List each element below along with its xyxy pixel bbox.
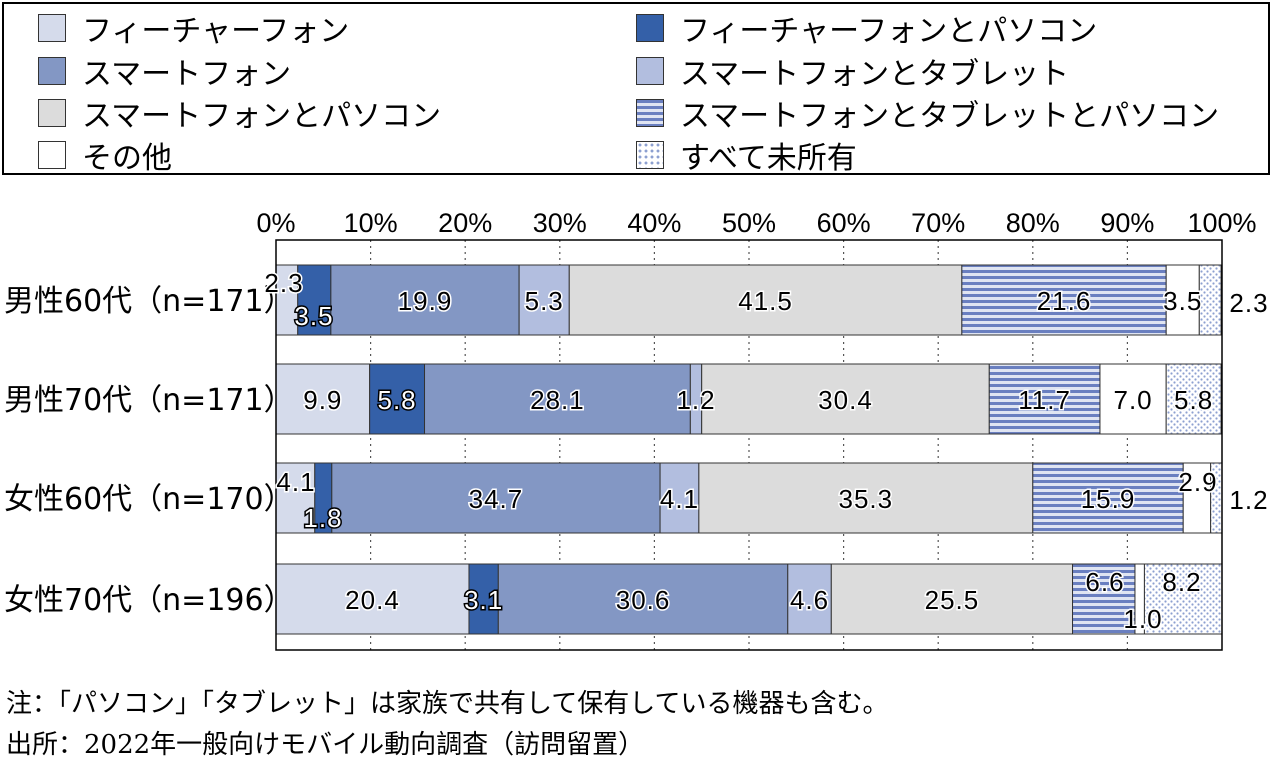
legend-swatch xyxy=(38,14,66,42)
bar-segment xyxy=(1165,363,1222,435)
legend-item-none: すべて未所有 xyxy=(636,137,857,176)
bar-segment xyxy=(701,363,990,435)
legend-label: フィーチャーフォンとパソコン xyxy=(680,14,1098,49)
data-label: 30.4 xyxy=(818,385,873,415)
data-label: 5.3 xyxy=(525,286,564,316)
category-label: 女性70代（n=196） xyxy=(4,583,294,618)
legend-item-smartphone-tablet: スマートフォンとタブレット xyxy=(636,53,1069,92)
x-tick-label: 30% xyxy=(533,208,587,238)
category-label: 女性60代（n=170） xyxy=(4,482,294,517)
data-label: 20.4 xyxy=(345,585,400,615)
stacked-bar-chart: 0% 10% 20% 30% 40% 50% 60% 70% 80% 90% 100% 男性60代（n… xyxy=(4,208,1269,651)
legend-label: スマートフォンとタブレットとパソコン xyxy=(680,99,1220,134)
bar-segment xyxy=(1099,363,1167,435)
data-label: 30.6 xyxy=(616,585,671,615)
x-tick-label: 20% xyxy=(438,208,492,238)
legend-item-smartphone-tablet-pc: スマートフォンとタブレットとパソコン xyxy=(636,95,1219,134)
footnote: 注：「パソコン」「タブレット」は家族で共有して保有している機器も含む。 xyxy=(6,689,889,719)
legend-item-feature-phone-pc: フィーチャーフォンとパソコン xyxy=(636,10,1097,49)
legend-label: すべて未所有 xyxy=(680,141,857,176)
source-note: 出所：2022年一般向けモバイル動向調査（訪問留置） xyxy=(6,730,645,760)
data-label: 5.8 xyxy=(378,385,417,415)
legend-label: フィーチャーフォン xyxy=(82,14,350,49)
bar-segment xyxy=(1198,264,1222,336)
bar-segment xyxy=(424,363,691,435)
data-label: 2.3 xyxy=(264,268,303,298)
bar-segment xyxy=(1143,563,1223,635)
data-label: 19.9 xyxy=(398,286,453,316)
legend-item-smartphone: スマートフォン xyxy=(38,53,291,92)
data-label: 1.0 xyxy=(1123,604,1162,634)
bar-segment xyxy=(698,462,1034,534)
data-label: 7.0 xyxy=(1113,385,1152,415)
data-label: 21.6 xyxy=(1037,286,1092,316)
bar-segment xyxy=(961,264,1167,336)
category-label: 男性60代（n=171） xyxy=(4,284,294,319)
data-label: 11.7 xyxy=(1018,385,1071,415)
legend-swatch xyxy=(38,57,66,85)
data-label: 3.5 xyxy=(1163,286,1202,316)
bar-segment xyxy=(1072,563,1136,635)
bar-segment xyxy=(1182,462,1212,534)
bar-segment xyxy=(468,563,499,635)
bar-segment xyxy=(988,363,1101,435)
x-tick-label: 100% xyxy=(1187,208,1256,238)
bar-segment xyxy=(275,363,371,435)
bar-segment xyxy=(497,563,789,635)
data-label: 4.1 xyxy=(276,467,315,497)
legend-swatch xyxy=(636,99,664,127)
legend-swatch xyxy=(636,141,664,169)
x-tick-label: 10% xyxy=(344,208,398,238)
category-label: 男性70代（n=171） xyxy=(4,383,294,418)
data-label: 8.2 xyxy=(1162,567,1201,597)
bar-segment xyxy=(275,563,470,635)
legend-swatch xyxy=(636,14,664,42)
data-label: 25.5 xyxy=(925,585,980,615)
x-tick-label: 0% xyxy=(256,208,295,238)
x-tick-label: 60% xyxy=(817,208,871,238)
x-tick-label: 90% xyxy=(1100,208,1154,238)
data-label: 5.8 xyxy=(1174,385,1213,415)
data-label: 1.2 xyxy=(1229,485,1268,515)
bar-segment xyxy=(1165,264,1200,336)
data-label: 3.1 xyxy=(464,585,503,615)
x-tick-label: 80% xyxy=(1006,208,1060,238)
plot-frame xyxy=(275,239,1223,651)
legend-item-other: その他 xyxy=(38,137,172,176)
legend-item-smartphone-pc: スマートフォンとパソコン xyxy=(38,95,441,134)
bar-segment xyxy=(518,264,570,336)
data-label: 3.5 xyxy=(294,301,333,331)
legend-label: スマートフォンとタブレット xyxy=(680,57,1070,92)
x-tick-label: 70% xyxy=(911,208,965,238)
legend-swatch xyxy=(38,141,66,169)
x-tick-label: 40% xyxy=(627,208,681,238)
data-label: 41.5 xyxy=(738,286,793,316)
legend-item-feature-phone: フィーチャーフォン xyxy=(38,10,349,49)
data-label: 1.8 xyxy=(303,503,342,533)
data-label: 4.1 xyxy=(660,484,699,514)
data-label: 4.6 xyxy=(790,585,829,615)
data-label: 35.3 xyxy=(839,484,894,514)
data-label: 1.2 xyxy=(676,385,715,415)
data-label: 34.7 xyxy=(469,484,524,514)
data-label: 2.9 xyxy=(1178,467,1217,497)
data-label: 6.6 xyxy=(1085,567,1124,597)
legend-label: スマートフォン xyxy=(82,57,292,92)
data-label: 15.9 xyxy=(1081,484,1136,514)
bar-segment xyxy=(1032,462,1184,534)
data-label: 9.9 xyxy=(303,385,342,415)
legend-label: スマートフォンとパソコン xyxy=(82,99,442,134)
data-label: 28.1 xyxy=(530,385,585,415)
legend-label: その他 xyxy=(82,141,172,176)
bar-segment xyxy=(275,462,316,534)
x-tick-label: 50% xyxy=(722,208,776,238)
legend: フィーチャーフォン スマートフォン スマートフォンとパソコン その他 フィーチャ… xyxy=(2,2,1270,176)
bar-segment xyxy=(568,264,963,336)
legend-swatch xyxy=(636,57,664,85)
legend-swatch xyxy=(38,99,66,127)
data-label: 2.3 xyxy=(1229,288,1268,318)
bar-segment xyxy=(830,563,1074,635)
